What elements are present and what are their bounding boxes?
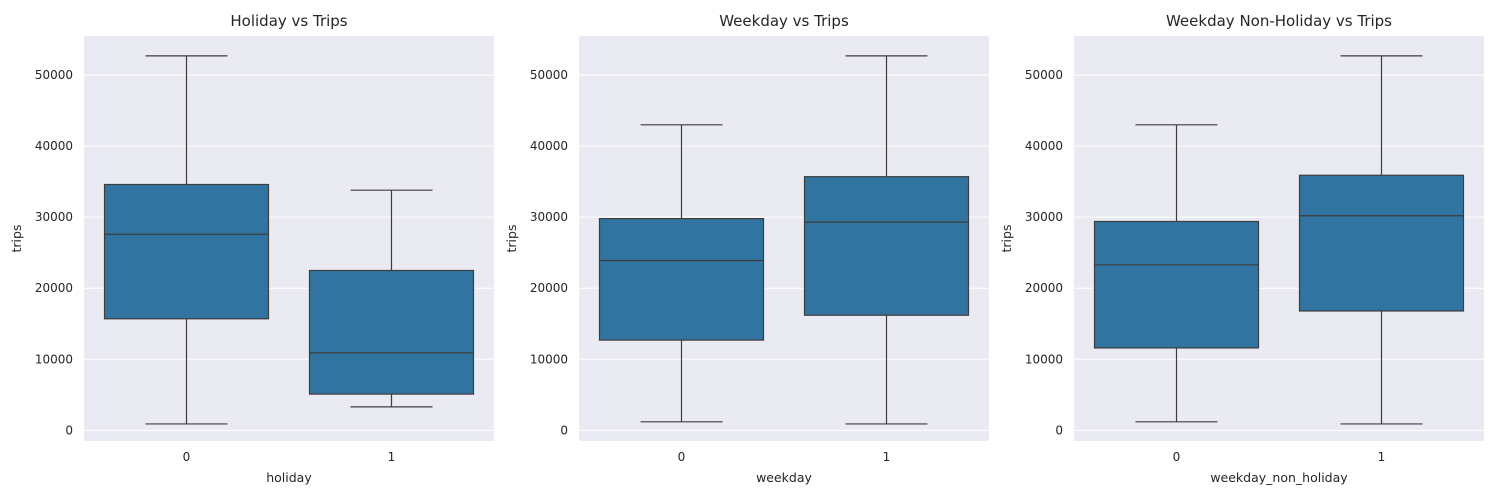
- box-1: [803, 55, 970, 425]
- chart-panel-3: 0 10000 20000 30000 40000 50000 0 1 Weekday Non-…: [999, 12, 1484, 485]
- iqr-box: [803, 176, 970, 316]
- x-tick-label: 0: [678, 450, 686, 464]
- y-tick-label: 50000: [1025, 68, 1063, 82]
- y-tick-label: 30000: [1025, 210, 1063, 224]
- y-axis-label: trips: [9, 225, 24, 253]
- y-tick-label: 20000: [530, 281, 568, 295]
- y-tick-label: 0: [65, 423, 73, 437]
- x-tick-label: 1: [883, 450, 891, 464]
- y-tick-label: 50000: [530, 68, 568, 82]
- y-axis-label: trips: [504, 225, 519, 253]
- iqr-box: [103, 183, 270, 320]
- chart-panel-1: 0 10000 20000 30000 40000 50000 0 1 Holiday vs T…: [9, 12, 494, 485]
- chart-title: Weekday Non-Holiday vs Trips: [1166, 12, 1392, 30]
- y-axis-label: trips: [999, 225, 1014, 253]
- y-tick-label: 40000: [530, 139, 568, 153]
- x-tick-label: 1: [388, 450, 396, 464]
- iqr-box: [1298, 174, 1465, 312]
- chart-title: Weekday vs Trips: [719, 12, 849, 30]
- y-tick-label: 10000: [530, 352, 568, 366]
- y-tick-label: 10000: [1025, 352, 1063, 366]
- y-tick-label: 40000: [1025, 139, 1063, 153]
- box-0: [1093, 124, 1260, 423]
- y-tick-label: 20000: [1025, 281, 1063, 295]
- y-tick-label: 30000: [35, 210, 73, 224]
- x-tick-label: 0: [183, 450, 191, 464]
- y-tick-label: 0: [1055, 423, 1063, 437]
- box-1: [308, 189, 475, 408]
- x-tick-label: 0: [1173, 450, 1181, 464]
- x-axis-label: weekday: [756, 470, 812, 485]
- y-tick-label: 40000: [35, 139, 73, 153]
- y-tick-label: 0: [560, 423, 568, 437]
- chart-panel-2: 0 10000 20000 30000 40000 50000 0 1 Weekday vs T…: [504, 12, 989, 485]
- chart-title: Holiday vs Trips: [230, 12, 347, 30]
- box-1: [1298, 55, 1465, 425]
- box-0: [103, 55, 270, 425]
- iqr-box: [598, 218, 765, 341]
- iqr-box: [1093, 220, 1260, 349]
- y-tick-label: 20000: [35, 281, 73, 295]
- iqr-box: [308, 269, 475, 395]
- y-tick-label: 30000: [530, 210, 568, 224]
- x-axis-label: holiday: [266, 470, 312, 485]
- y-tick-label: 50000: [35, 68, 73, 82]
- box-0: [598, 124, 765, 423]
- y-tick-label: 10000: [35, 352, 73, 366]
- x-tick-label: 1: [1378, 450, 1386, 464]
- x-axis-label: weekday_non_holiday: [1210, 470, 1348, 485]
